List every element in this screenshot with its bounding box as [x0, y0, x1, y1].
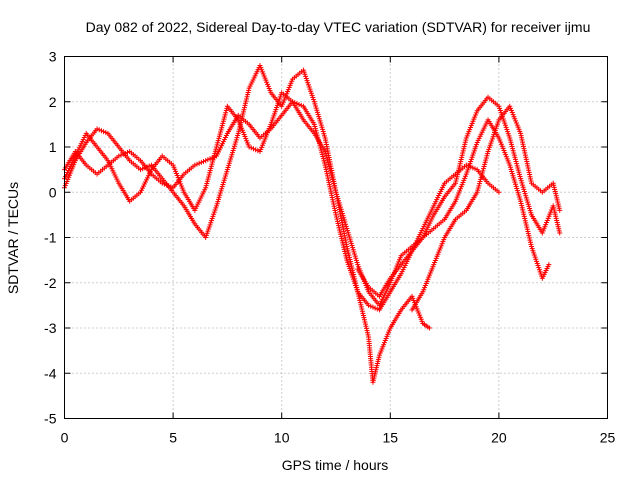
- data-point: [94, 126, 100, 132]
- data-points: [62, 63, 563, 385]
- data-point: [196, 160, 202, 166]
- series-track-c: [62, 90, 563, 308]
- series-track-b: [62, 99, 502, 313]
- data-point: [194, 161, 200, 167]
- series-track-d: [355, 117, 552, 299]
- data-point: [103, 130, 109, 136]
- data-point: [546, 262, 552, 268]
- data-point: [426, 325, 432, 331]
- data-point: [496, 189, 502, 195]
- y-tick-label: -4: [44, 365, 57, 381]
- data-point: [161, 181, 167, 187]
- data-point: [118, 152, 124, 158]
- data-point: [138, 167, 144, 173]
- y-tick-label: 2: [49, 94, 57, 110]
- data-point: [248, 145, 254, 151]
- y-tick-label: 3: [49, 49, 57, 65]
- x-tick-label: 5: [169, 430, 177, 446]
- y-tick-label: -3: [44, 320, 57, 336]
- y-tick-label: 1: [49, 139, 57, 155]
- data-point: [370, 304, 376, 310]
- data-point: [122, 150, 128, 156]
- data-point: [207, 156, 213, 162]
- data-point: [96, 127, 102, 133]
- data-point: [472, 166, 478, 172]
- grid: [64, 56, 608, 419]
- plot-frame: [64, 56, 608, 419]
- data-point: [166, 183, 172, 189]
- data-point: [101, 129, 107, 135]
- y-tick-label: -2: [44, 275, 57, 291]
- series-track-e: [409, 103, 563, 313]
- y-axis-label: SDTVAR / TECUs: [5, 182, 21, 294]
- series-track-a: [62, 63, 432, 385]
- x-tick-label: 10: [274, 430, 290, 446]
- data-point: [120, 151, 126, 157]
- data-point: [557, 207, 563, 213]
- x-axis-label: GPS time / hours: [282, 457, 389, 473]
- y-tick-label: -1: [44, 230, 57, 246]
- y-tick-label: 0: [49, 184, 57, 200]
- data-point: [164, 182, 170, 188]
- chart-title: Day 082 of 2022, Sidereal Day-to-day VTE…: [86, 19, 591, 35]
- data-point: [192, 162, 198, 168]
- data-point: [159, 180, 165, 186]
- data-point: [140, 166, 146, 172]
- data-point: [116, 153, 122, 159]
- data-point: [470, 165, 476, 171]
- data-point: [253, 147, 259, 153]
- y-tick-label: -5: [44, 411, 57, 427]
- axis-ticks: 0 5 10 15 20 25 -5 -4 -3 -2 -1 0 1 2 3: [44, 49, 615, 446]
- data-point: [98, 128, 104, 134]
- data-point: [366, 302, 372, 308]
- data-point: [146, 163, 152, 169]
- x-tick-label: 0: [61, 430, 69, 446]
- data-point: [368, 303, 374, 309]
- data-point: [201, 158, 207, 164]
- x-tick-label: 20: [491, 430, 507, 446]
- data-point: [372, 305, 378, 311]
- data-point: [296, 101, 302, 107]
- data-point: [374, 306, 380, 312]
- data-point: [205, 157, 211, 163]
- data-point: [198, 159, 204, 165]
- data-point: [255, 148, 261, 154]
- data-point: [463, 162, 469, 168]
- data-point: [246, 144, 252, 150]
- data-point: [298, 102, 304, 108]
- x-tick-label: 15: [383, 430, 399, 446]
- data-point: [203, 158, 209, 164]
- data-point: [124, 149, 130, 155]
- data-point: [168, 184, 174, 190]
- x-tick-label: 25: [600, 430, 616, 446]
- data-point: [557, 230, 563, 236]
- data-point: [250, 146, 256, 152]
